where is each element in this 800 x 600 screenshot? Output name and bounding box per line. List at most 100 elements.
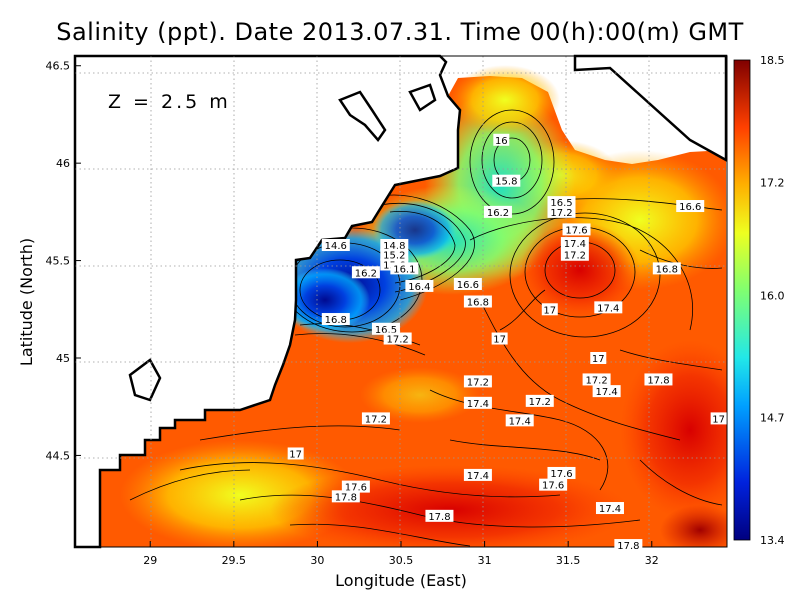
contour-label: 17.4 [592,385,621,398]
warm-water-yellow [360,367,480,423]
contour-label: 17.2 [361,412,390,425]
contour-label-text: 17 [289,449,302,460]
y-tick-label: 45 [56,352,70,365]
contour-label-box [321,313,350,326]
contour-label-box [590,352,607,365]
contour-label-box [525,394,554,407]
contour-label-text: 17.4 [509,416,531,427]
contour-label-text: 17.4 [564,239,586,250]
contour-label: 17.4 [505,414,534,427]
contour-label-text: 17.2 [550,208,572,219]
contour-label-box [505,414,534,427]
contour-label-box [562,223,591,236]
contour-label: 16.6 [453,277,482,291]
colorbar-tick-label: 17.2 [760,176,785,189]
contour-label: 17.2 [463,375,492,388]
contour-label: 15.8 [492,174,521,188]
saline-eddy [660,505,727,547]
contour-label: 17.6 [539,478,568,492]
y-tick-label: 46 [56,157,70,170]
x-tick-label: 32 [645,554,659,567]
contour-label: 17.4 [595,502,624,515]
contour-label: 17 [541,303,558,316]
contour-label-box [371,322,400,335]
contour-label: 17 [287,447,304,460]
y-tick-label: 45.5 [46,255,71,268]
contour-label-box [463,375,492,388]
contour-label-box [463,468,492,481]
colorbar-labels: 13.4 14.7 16.0 17.2 18.5 [760,54,785,547]
contour-label-box [425,509,454,522]
contour-label-text: 16.8 [467,298,489,309]
contour-label-box [560,248,589,261]
x-tick-label: 31 [478,554,492,567]
coastline [73,54,728,549]
contour-label-text: 17.6 [550,469,572,480]
contour-label: 16.4 [405,279,434,293]
contour-label-text: 17 [543,305,556,316]
contour-label: 16.8 [652,262,681,275]
contour-label-box [644,373,673,386]
contour-label: 16.5 [371,322,400,336]
contour-label-text: 14.8 [383,241,405,252]
contour-label-text: 16.1 [393,264,415,275]
contour-label-text: 17.2 [467,377,489,388]
x-tick-label: 29 [143,554,157,567]
contour-label: 17.4 [463,396,492,410]
contour-label-box [463,295,492,308]
contour-label-text: 17.4 [595,387,617,398]
contour-label-box [453,277,482,290]
contour-label-text: 15.8 [495,177,517,188]
contour-label-box [351,266,380,279]
contour-label-text: 16.2 [487,208,509,219]
contour-label-box [492,174,521,187]
contour-label-box [614,539,643,552]
contour-label-box [547,196,576,209]
contour-label-text: 17.2 [529,397,551,408]
x-tick-label: 30.5 [389,554,414,567]
contour-label: 17.8 [425,509,454,523]
contour-label-box [539,478,568,491]
contour-label-text: 16.2 [355,268,377,279]
contour-label: 17 [710,412,727,425]
contour-label-box [380,238,409,251]
x-tick-label: 29.5 [222,554,247,567]
contour-label: 17.6 [562,223,591,236]
contour-label: 17.8 [644,373,673,386]
contour-label: 17.2 [525,394,554,408]
contour-label-text: 17 [712,414,725,425]
contour-label-box [463,396,492,409]
contour-label-box [541,303,558,316]
contour-label-box [321,238,350,251]
contour-label-text: 17.8 [647,375,669,386]
contour-label: 17.6 [547,466,576,480]
contour-label: 15.2 [380,248,409,262]
salinity-field [100,65,727,547]
contour-label-text: 16.8 [325,315,347,326]
contour-label: 17.4 [594,301,623,314]
contour-label-text: 17.4 [467,471,489,482]
contour-label-text: 17.4 [467,399,489,410]
contour-label-text: 15.2 [383,251,405,262]
contour-label: 17.6 [341,480,370,494]
contour-label-text: 17.6 [345,483,367,494]
contour-label: 17.2 [560,248,589,262]
y-axis: 44.5 45 45.5 46 46.5 [46,60,81,462]
contour-label: 17 [590,352,607,365]
contour-label-box [390,262,419,275]
contour-label: 17.4 [463,468,492,482]
contour-label-box [582,373,611,386]
contour-label-text: 17.6 [542,481,564,492]
contour-label-text: 17.2 [365,414,387,425]
contour-label-box [652,262,681,275]
colorbar-tick-label: 13.4 [760,534,785,547]
contour-labels: 1615.816.216.517.216.617.617.417.216.814… [287,133,727,552]
contour-label-text: 17.2 [387,335,409,346]
contour-label-box [676,200,705,213]
depth-label: Z = 2.5 m [108,91,231,113]
contour-label-box [592,385,621,398]
contour-label-text: 17 [493,335,506,346]
x-tick-label: 31.5 [556,554,581,567]
contour-label-box [287,447,304,460]
contour-label-box [594,301,623,314]
